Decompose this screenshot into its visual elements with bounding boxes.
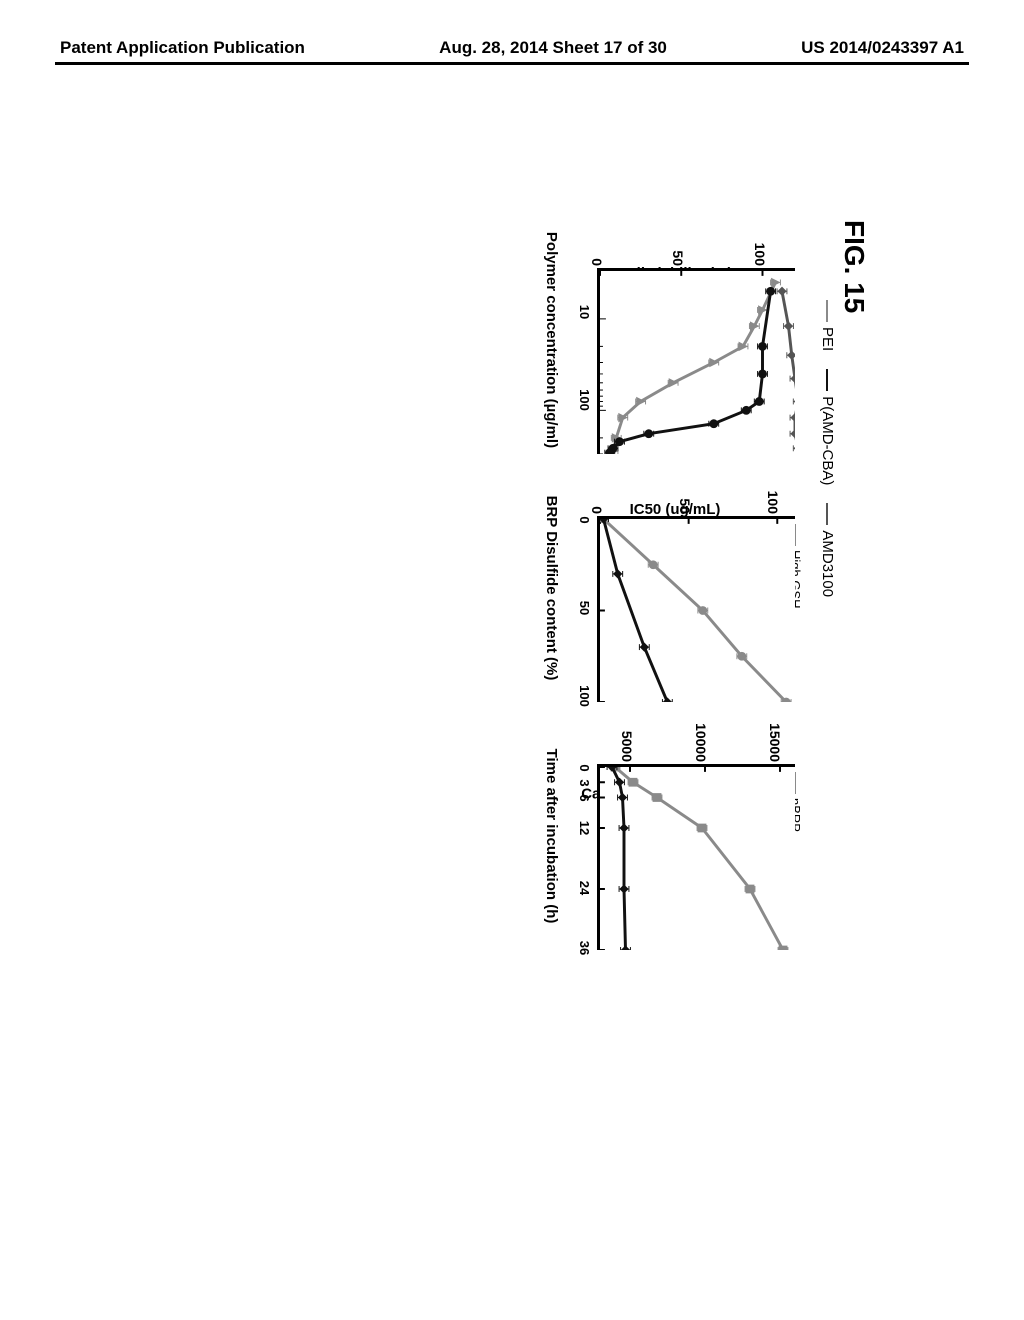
y-tick: 0 <box>589 258 605 266</box>
x-tick: 0 <box>577 516 592 523</box>
panel-caspase: Caspase 3/7 release (RLU) Time after inc… <box>545 716 805 956</box>
legend-label: AMD3100 <box>819 530 836 597</box>
x-axis-label: BRP Disulfide content (%) <box>543 468 560 708</box>
header-rule <box>55 62 969 65</box>
chart-svg <box>600 519 795 702</box>
header-center: Aug. 28, 2014 Sheet 17 of 30 <box>439 38 667 58</box>
y-tick: 0 <box>589 506 605 514</box>
y-tick: 15000 <box>767 723 783 762</box>
legend-item-pei: PEI <box>819 300 836 351</box>
figure-legend: PEI P(AMD-CBA) AMD3100 <box>819 300 836 597</box>
legend-label: PEI <box>819 327 836 351</box>
y-tick: 10000 <box>693 723 709 762</box>
diamond-icon <box>827 503 829 525</box>
x-tick: 0 <box>577 764 592 771</box>
x-tick: 3 <box>577 779 592 786</box>
x-tick: 24 <box>577 881 592 895</box>
figure-15: FIG. 15 PEI P(AMD-CBA) AMD3100 Cell viab… <box>140 280 860 1000</box>
x-tick: 36 <box>577 941 592 955</box>
x-tick: 12 <box>577 821 592 835</box>
x-tick: 50 <box>577 601 592 615</box>
x-axis-label: Polymer concentration (µg/ml) <box>543 220 560 460</box>
circle-icon <box>827 369 829 391</box>
plot-area <box>597 764 795 950</box>
plot-area <box>597 268 795 454</box>
chart-svg <box>600 271 795 454</box>
x-axis-label: Time after incubation (h) <box>543 716 560 956</box>
page-header: Patent Application Publication Aug. 28, … <box>0 38 1024 58</box>
triangle-icon <box>827 300 829 322</box>
panel-cell-viability: Cell viability (%) Polymer concentration… <box>545 220 805 460</box>
x-tick: 100 <box>577 389 592 411</box>
header-right: US 2014/0243397 A1 <box>801 38 964 58</box>
y-tick: 100 <box>765 491 781 514</box>
y-tick: 5000 <box>619 731 635 762</box>
panels-row: Cell viability (%) Polymer concentration… <box>545 220 805 956</box>
x-tick: 10 <box>577 305 592 319</box>
header-left: Patent Application Publication <box>60 38 305 58</box>
x-tick: 6 <box>577 794 592 801</box>
x-tick: 100 <box>577 685 592 707</box>
y-tick: 100 <box>752 243 768 266</box>
chart-svg <box>600 767 795 950</box>
panel-ic50: IC50 (ug/mL) BRP Disulfide content (%) H… <box>545 468 805 708</box>
legend-label: P(AMD-CBA) <box>819 396 836 485</box>
plot-area <box>597 516 795 702</box>
y-tick: 50 <box>670 250 686 266</box>
y-tick: 50 <box>677 498 693 514</box>
legend-item-amd3100: AMD3100 <box>819 503 836 597</box>
figure-label: FIG. 15 <box>838 220 870 313</box>
legend-item-pamd: P(AMD-CBA) <box>819 369 836 485</box>
